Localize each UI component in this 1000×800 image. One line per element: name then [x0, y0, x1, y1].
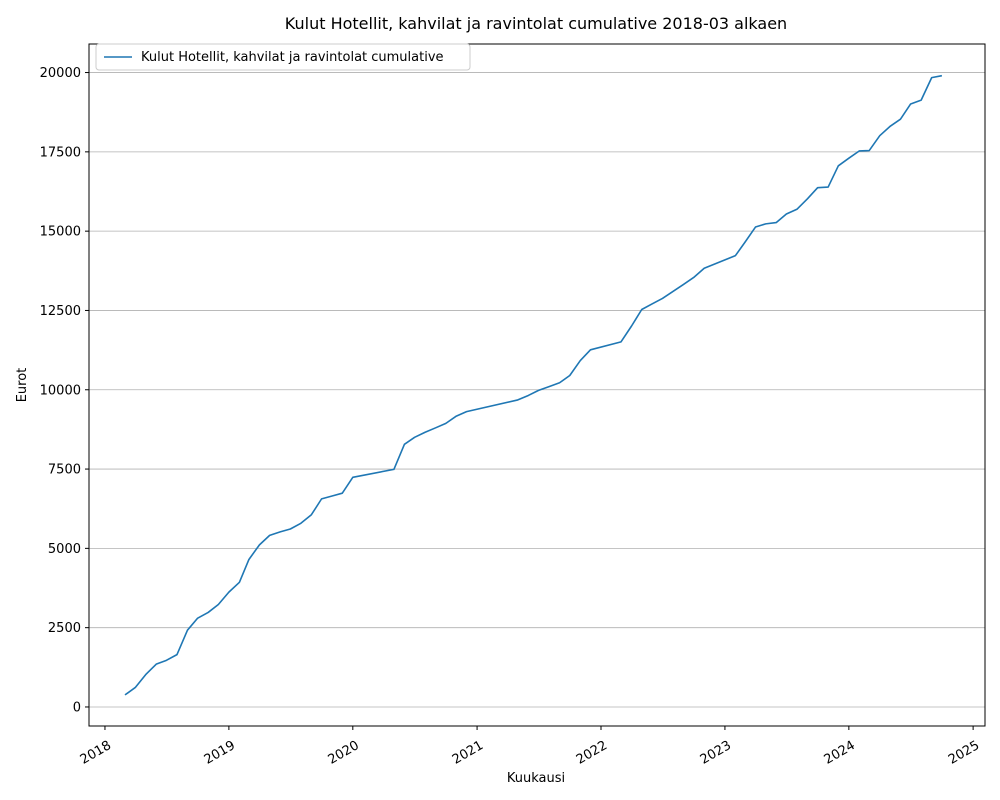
series-line	[124, 74, 943, 696]
x-tick-label: 2022	[574, 738, 610, 768]
grid-lines	[89, 72, 985, 708]
plot-area-frame	[88, 43, 986, 727]
y-tick-label: 5000	[48, 542, 81, 557]
x-tick-label: 2025	[946, 738, 982, 768]
x-tick-label: 2020	[326, 738, 362, 768]
y-tick-label: 12500	[40, 304, 81, 319]
y-tick-label: 17500	[40, 145, 81, 160]
legend: Kulut Hotellit, kahvilat ja ravintolat c…	[95, 43, 471, 71]
series-layer	[124, 74, 943, 696]
y-tick-label: 20000	[40, 66, 81, 81]
x-tick-label: 2018	[78, 738, 114, 768]
y-tick-label: 7500	[48, 463, 81, 478]
legend-box	[95, 43, 471, 71]
x-tick-label: 2023	[698, 738, 734, 768]
chart-title: Kulut Hotellit, kahvilat ja ravintolat c…	[285, 14, 787, 33]
y-tick-label: 0	[73, 700, 81, 715]
y-axis-label: Eurot	[15, 368, 30, 403]
legend-entry-label: Kulut Hotellit, kahvilat ja ravintolat c…	[141, 50, 444, 65]
x-tick-label: 2019	[202, 738, 238, 768]
x-axis-ticks: 2018 2019 2020 2021 2022 2023 2024 2025	[78, 726, 982, 768]
y-axis-ticks: 0 2500 5000 7500 10000 12500 15000 17500 20000	[40, 66, 89, 715]
y-tick-label: 15000	[40, 225, 81, 240]
x-tick-label: 2024	[822, 738, 858, 768]
y-tick-label: 10000	[40, 383, 81, 398]
y-tick-label: 2500	[48, 621, 81, 636]
x-tick-label: 2021	[450, 738, 486, 768]
x-axis-label: Kuukausi	[507, 771, 565, 786]
